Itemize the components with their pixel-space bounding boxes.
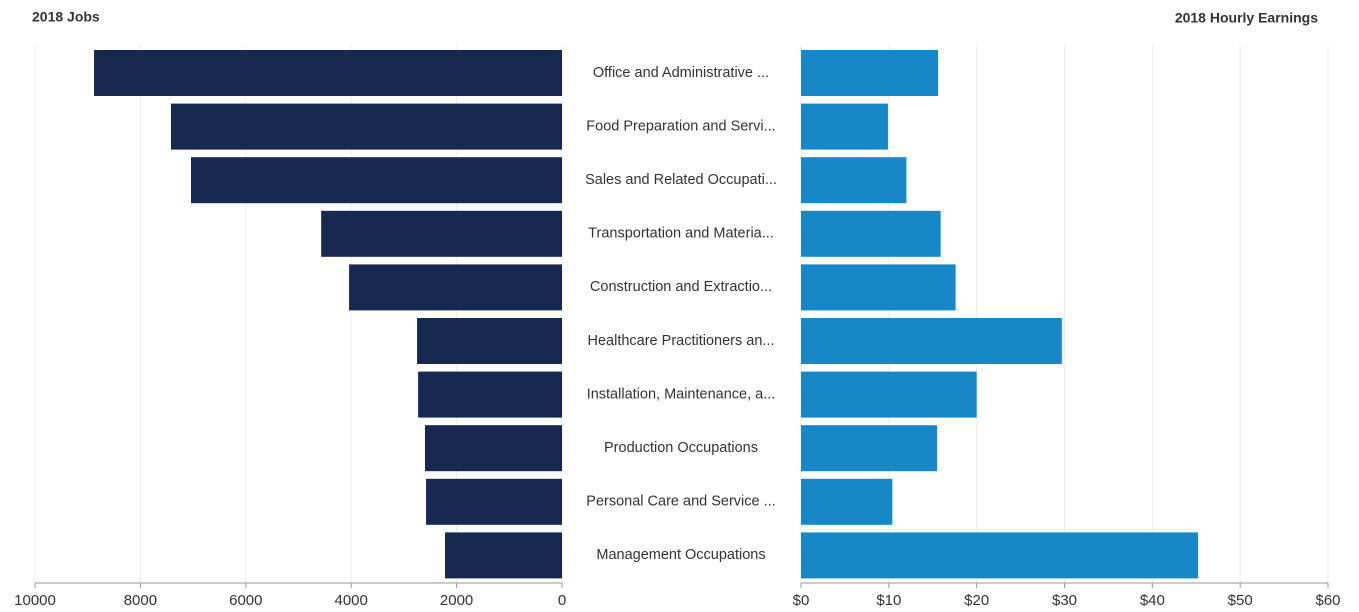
x-tick-label: 4000 — [335, 592, 368, 609]
chart-title: 2018 Jobs — [32, 9, 100, 25]
x-tick-label: 8000 — [124, 592, 157, 609]
bar — [349, 264, 562, 311]
bar — [170, 103, 562, 150]
x-tick-label: $0 — [793, 592, 810, 609]
bar — [445, 532, 562, 579]
chart-title: 2018 Hourly Earnings — [1175, 10, 1318, 26]
bar — [190, 157, 562, 204]
x-tick-label: $50 — [1228, 592, 1253, 609]
bar — [801, 318, 1062, 364]
x-tick-label: $40 — [1140, 592, 1165, 609]
x-tick-label: $30 — [1052, 592, 1077, 609]
bar — [418, 371, 562, 418]
x-tick-label: $10 — [876, 592, 901, 609]
bar — [801, 264, 956, 311]
bar — [801, 532, 1199, 579]
category-label: Personal Care and Service ... — [586, 494, 775, 510]
x-tick-label: $60 — [1315, 592, 1340, 609]
x-tick-label: 2000 — [440, 592, 473, 609]
bar — [417, 318, 562, 364]
bar — [801, 157, 907, 204]
bar — [801, 478, 893, 525]
category-label: Office and Administrative ... — [593, 65, 769, 81]
bar — [801, 371, 977, 418]
category-label: Installation, Maintenance, a... — [587, 386, 776, 402]
category-label: Construction and Extractio... — [590, 279, 772, 295]
x-tick-label: $20 — [964, 592, 989, 609]
category-label: Food Preparation and Servi... — [586, 118, 775, 134]
x-tick-label: 6000 — [229, 592, 262, 609]
bar — [94, 50, 563, 96]
category-label: Healthcare Practitioners an... — [588, 333, 775, 349]
category-label: Transportation and Materia... — [588, 226, 774, 242]
bar — [426, 478, 562, 525]
x-tick-label: 0 — [558, 592, 566, 609]
bar — [801, 210, 941, 257]
bar — [424, 425, 562, 472]
x-tick-label: 10000 — [14, 592, 56, 609]
bar — [321, 210, 562, 257]
bar — [801, 103, 888, 150]
category-label: Production Occupations — [604, 440, 758, 456]
category-label: Management Occupations — [596, 547, 765, 563]
category-label: Sales and Related Occupati... — [585, 172, 777, 188]
bar — [801, 50, 939, 96]
bar — [801, 425, 938, 472]
